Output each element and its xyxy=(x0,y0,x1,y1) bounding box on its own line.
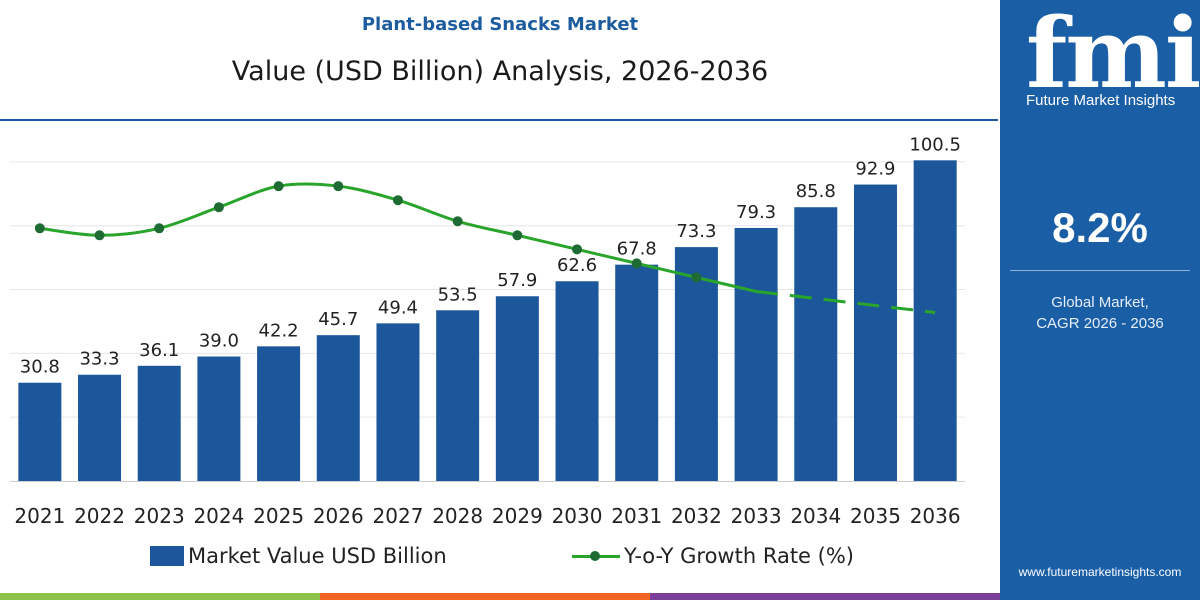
x-tick-2024: 2024 xyxy=(193,504,244,528)
bar-label-2026: 45.7 xyxy=(318,309,358,330)
bar-label-2032: 73.3 xyxy=(676,221,716,242)
x-tick-2022: 2022 xyxy=(74,504,125,528)
growth-point-2021 xyxy=(34,223,45,234)
growth-point-2031 xyxy=(631,258,642,269)
bar-2035 xyxy=(853,184,897,481)
cagr-label-line-2: CAGR 2026 - 2036 xyxy=(1036,315,1164,332)
bar-label-2023: 36.1 xyxy=(139,340,179,361)
sidebar-divider xyxy=(1010,270,1190,271)
bar-2024 xyxy=(197,356,241,481)
growth-point-2027 xyxy=(392,195,403,206)
legend-bar-swatch xyxy=(150,546,184,566)
growth-point-2028 xyxy=(452,216,463,227)
bar-label-2030: 62.6 xyxy=(557,255,597,276)
bar-2027 xyxy=(376,323,420,481)
bar-label-2029: 57.9 xyxy=(497,270,537,291)
legend-item-market-value: Market Value USD Billion xyxy=(150,541,447,571)
legend-line-swatch xyxy=(572,546,620,566)
fmi-logo: fmi xyxy=(1026,0,1200,110)
website-link[interactable]: www.futuremarketinsights.com xyxy=(1018,565,1182,579)
bar-2033 xyxy=(734,227,778,481)
growth-point-2025 xyxy=(273,181,284,192)
bar-2023 xyxy=(137,365,181,481)
bar-2031 xyxy=(615,264,659,481)
legend-label-market-value: Market Value USD Billion xyxy=(188,544,447,568)
bar-2030 xyxy=(555,281,599,481)
growth-point-2022 xyxy=(94,230,105,241)
x-tick-2023: 2023 xyxy=(134,504,185,528)
bar-label-2025: 42.2 xyxy=(259,320,299,341)
bar-label-2022: 33.3 xyxy=(79,349,119,370)
bar-2022 xyxy=(78,374,122,481)
x-tick-2032: 2032 xyxy=(671,504,722,528)
title-divider xyxy=(0,119,998,121)
bar-2036 xyxy=(913,160,957,481)
sidebar: fmi Future Market Insights 8.2% Global M… xyxy=(1000,0,1200,600)
chart-area: Plant-based Snacks Market Value (USD Bil… xyxy=(0,14,1000,600)
x-tick-2026: 2026 xyxy=(313,504,364,528)
bar-2028 xyxy=(436,310,480,481)
stripe-purple xyxy=(650,593,1000,600)
bar-2034 xyxy=(794,207,838,481)
growth-point-2024 xyxy=(213,202,224,213)
bar-2026 xyxy=(316,335,360,481)
legend-item-growth-rate: Y-o-Y Growth Rate (%) xyxy=(572,541,854,571)
growth-point-2023 xyxy=(154,223,165,234)
x-tick-2033: 2033 xyxy=(731,504,782,528)
x-tick-2027: 2027 xyxy=(373,504,424,528)
cagr-label-line-1: Global Market, xyxy=(1051,294,1149,311)
growth-line-projected xyxy=(755,289,936,315)
x-tick-2034: 2034 xyxy=(790,504,841,528)
x-tick-2035: 2035 xyxy=(850,504,901,528)
chart-title: Value (USD Billion) Analysis, 2026-2036 xyxy=(231,56,769,87)
bar-2021 xyxy=(18,382,62,481)
stripe-orange xyxy=(320,593,650,600)
bar-label-2021: 30.8 xyxy=(20,357,60,378)
growth-point-2032 xyxy=(691,272,702,283)
x-tick-2031: 2031 xyxy=(611,504,662,528)
x-tick-2030: 2030 xyxy=(552,504,603,528)
bar-2025 xyxy=(257,346,301,481)
chart-subtitle: Plant-based Snacks Market xyxy=(361,14,639,35)
cagr-value: 8.2% xyxy=(1052,204,1148,251)
bar-label-2033: 79.3 xyxy=(736,202,776,223)
legend-label-growth-rate: Y-o-Y Growth Rate (%) xyxy=(624,544,854,568)
growth-point-2029 xyxy=(512,230,523,241)
growth-point-2026 xyxy=(333,181,344,192)
stripe-green xyxy=(0,593,320,600)
bar-2029 xyxy=(495,296,539,481)
bar-label-2031: 67.8 xyxy=(617,239,657,260)
x-tick-2036: 2036 xyxy=(910,504,961,528)
company-name: Future Market Insights xyxy=(1026,92,1176,109)
x-tick-2029: 2029 xyxy=(492,504,543,528)
bar-label-2036: 100.5 xyxy=(909,134,961,155)
x-tick-2021: 2021 xyxy=(14,504,65,528)
bar-label-2035: 92.9 xyxy=(855,159,895,180)
x-tick-2028: 2028 xyxy=(432,504,483,528)
x-tick-2025: 2025 xyxy=(253,504,304,528)
cagr-label: Global Market, CAGR 2026 - 2036 xyxy=(1000,292,1200,334)
bar-2032 xyxy=(674,247,718,481)
bar-label-2027: 49.4 xyxy=(378,297,418,318)
bar-label-2028: 53.5 xyxy=(438,284,478,305)
growth-point-2030 xyxy=(572,244,583,255)
chart-plot: 30.8 2021 33.3 2022 36.1 2023 39.0 2024 42.2 2025… xyxy=(10,134,965,528)
bar-label-2024: 39.0 xyxy=(199,331,239,352)
bar-label-2034: 85.8 xyxy=(796,181,836,202)
